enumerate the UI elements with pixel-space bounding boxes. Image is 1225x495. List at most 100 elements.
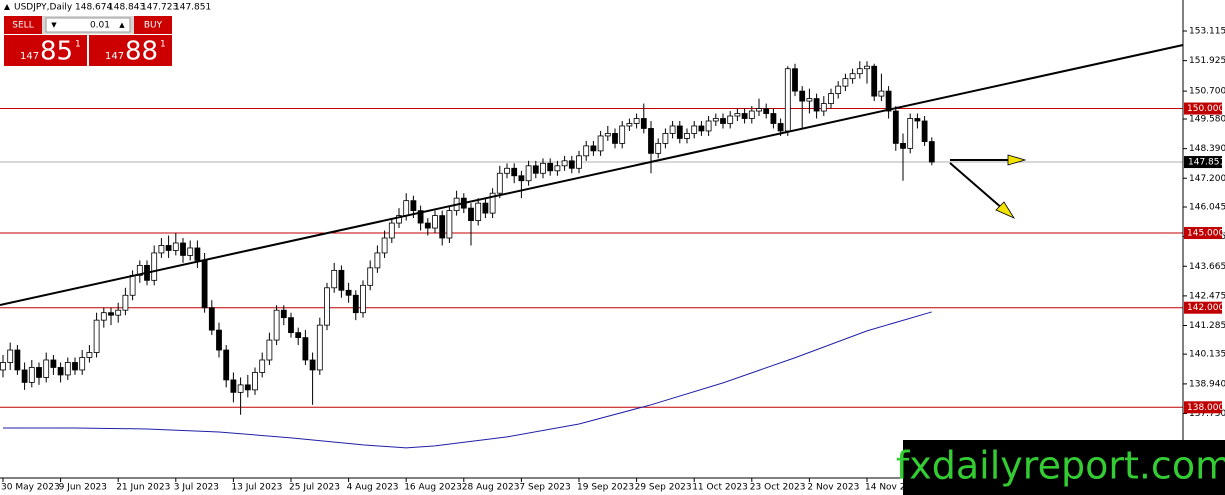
candle-body [525,165,532,182]
moving-average [3,311,932,449]
candle-body [612,133,618,144]
candle-body [770,113,777,124]
buy-label: BUY [144,21,163,31]
candle-body [158,245,165,254]
candle-body [741,113,748,119]
y-tick-label: 137.750 [1189,409,1225,419]
candle-body [172,242,179,251]
candle-body [72,362,78,371]
candle-body [345,289,352,296]
candle-body [547,162,554,172]
candle-body [475,202,482,221]
plot [0,61,1183,449]
candle-body [784,68,791,132]
level-box [1184,102,1222,115]
candle-body [720,118,726,124]
candle-body [381,237,388,254]
lot-up[interactable]: ▲ [119,21,125,29]
candle-body [446,210,453,239]
candle-body [64,362,71,376]
candle-body [482,202,489,214]
x-tick-label: 3 Jul 2023 [174,483,219,493]
candle-body [640,118,647,129]
x-tick-label: 16 Aug 2023 [404,483,462,493]
x-tick-label: 4 Aug 2023 [347,483,399,493]
candle-body [100,312,107,321]
candle-body [828,93,834,104]
candle-body [424,222,431,229]
candle-body [691,125,698,134]
candle-body [590,145,597,152]
level-label: 138.000 [1187,403,1224,413]
candle-body [14,349,21,371]
buy-price-box[interactable] [89,35,172,66]
ask-big-figure: 147 [105,51,124,62]
candle-body [115,309,122,316]
arrow [949,154,1027,219]
candle-body [0,362,6,371]
level-box [1184,301,1222,314]
price-axis: 153.115 151.925 150.700 149.580 148.390 147.2… [1183,26,1225,419]
level-label: 142.000 [1187,303,1224,313]
candle-body [698,125,705,132]
collapse-icon[interactable] [4,4,10,10]
x-tick-label: 29 Sep 2023 [635,483,692,493]
candle-body [28,367,35,383]
y-tick-label: 140.135 [1189,350,1225,360]
candle-body [43,359,50,378]
candle-body [187,247,194,256]
y-tick-label: 142.475 [1189,291,1225,301]
candle-body [352,294,359,314]
candle-body [36,367,42,378]
current-price-label: 147.851 [1188,158,1225,168]
trade-panel: SELL ▼ 0.01 ▲ BUY 147 85 1 147 88 1 [4,16,172,67]
y-tick-label: 141.285 [1189,321,1225,331]
sell-button[interactable] [4,16,42,34]
y-tick-label: 146.045 [1189,203,1225,213]
candle-body [568,160,575,169]
y-tick-label: 138.940 [1189,379,1225,389]
candle-body [151,252,158,281]
candle-body [849,73,856,80]
candle-body [928,141,935,163]
candle-body [892,110,899,144]
candle-body [820,103,827,112]
sell-price-box[interactable] [4,35,87,66]
lot-down[interactable]: ▼ [51,21,57,29]
candle-body [338,269,345,291]
candle-body [777,123,784,132]
candle-body [900,142,906,149]
candle-body [432,215,438,229]
bid-big-figure: 147 [20,51,39,62]
candle-body [878,90,885,97]
candle-body [907,118,914,149]
lot-input[interactable] [45,17,131,33]
candle-body [684,133,690,139]
symbol: USDJPY,Daily [14,3,73,13]
candle-body [842,78,849,87]
candle-body [655,142,662,154]
candle-body [518,175,525,182]
buy-button[interactable] [134,16,172,34]
candle-body [122,294,129,311]
candle-body [496,172,503,194]
candle-body [561,160,568,167]
candle-body [856,68,863,75]
candle-body [230,379,237,393]
candle-body [360,284,366,314]
header-quote: 147.723 [141,3,178,13]
y-tick-label: 153.115 [1189,26,1225,36]
candle-body [619,125,626,144]
candle-body [835,85,842,95]
sell-label: SELL [12,21,33,31]
candle-body [763,108,770,114]
candle-body [367,267,374,286]
header-quote: 148.843 [108,3,145,13]
candle-body [129,274,136,296]
candle-body [705,120,712,132]
candle-body [57,367,64,376]
candle-body [309,359,316,371]
